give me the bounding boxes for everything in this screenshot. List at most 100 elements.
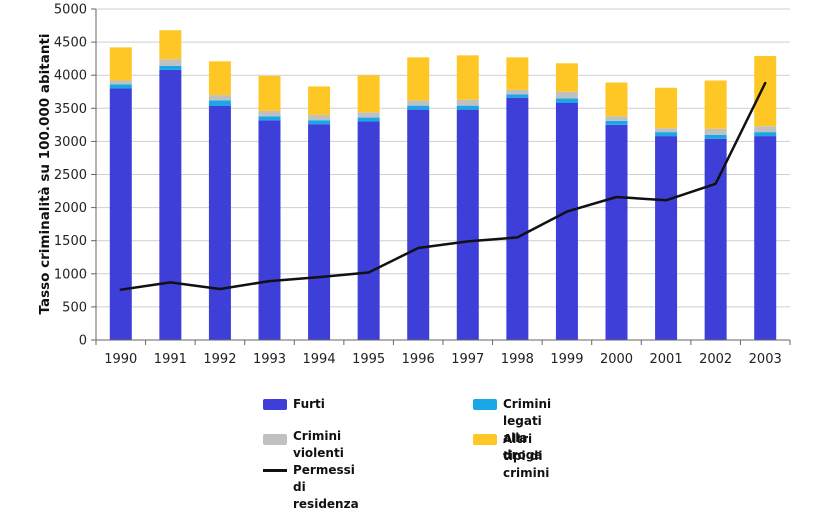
bar-crimini-violenti-1993 [258, 110, 281, 117]
legend-item-violenti: Crimini violenti [263, 428, 363, 462]
bar-crimini-violenti-1995 [357, 112, 380, 118]
axes [95, 9, 790, 341]
bar-crimini-violenti-1991 [159, 59, 182, 66]
legend-item-furti: Furti [263, 396, 325, 413]
bar-crimini-legati-alla-droga-1993 [258, 116, 281, 121]
bar-altri-tipi-di-crimini-1992 [208, 61, 231, 96]
x-tick-label-1992: 1992 [203, 352, 236, 367]
x-tick-label-1993: 1993 [253, 352, 286, 367]
y-tick-label: 3000 [54, 135, 87, 150]
legend-item-altri: Altri tipi di crimini [473, 431, 549, 482]
bar-altri-tipi-di-crimini-2003 [754, 56, 777, 127]
legend-label-violenti: Crimini violenti [293, 429, 344, 460]
bar-crimini-legati-alla-droga-1991 [159, 65, 182, 70]
x-tick-label-1994: 1994 [303, 352, 336, 367]
bar-crimini-legati-alla-droga-2000 [605, 120, 628, 125]
bar-crimini-violenti-2001 [655, 128, 678, 133]
bar-crimini-violenti-1994 [308, 114, 331, 121]
bar-furti-1994 [308, 124, 331, 340]
x-tick-label-2001: 2001 [650, 352, 683, 367]
x-tick-label-2003: 2003 [749, 352, 782, 367]
bar-crimini-violenti-1998 [506, 89, 529, 95]
bar-crimini-violenti-1997 [456, 99, 479, 106]
legend-item-droga: Crimini legati alla droga [473, 396, 551, 464]
y-tick-label: 500 [62, 300, 87, 315]
bar-crimini-legati-alla-droga-2001 [655, 132, 678, 137]
bar-furti-1999 [555, 103, 578, 340]
x-tick-label-2000: 2000 [600, 352, 633, 367]
bar-crimini-violenti-1999 [555, 91, 578, 99]
x-tick-label-1999: 1999 [550, 352, 583, 367]
bar-crimini-legati-alla-droga-1999 [555, 98, 578, 104]
y-tick-label: 4500 [54, 36, 87, 51]
legend-swatch-permessi [263, 469, 287, 472]
bar-furti-1993 [258, 120, 281, 340]
y-tick-label: 1500 [54, 234, 87, 249]
legend-item-permessi: Permessi di residenza [263, 462, 359, 513]
y-axis-ticks: 0 500 1000 1500 2000 2500 3000 3500 4000 4500 5000 [54, 3, 96, 349]
bar-furti-1995 [357, 121, 380, 340]
legend-label-altri: Altri tipi di crimini [503, 432, 550, 480]
legend-label-droga: Crimini legati alla droga [503, 397, 552, 462]
bar-crimini-violenti-1990 [109, 80, 132, 85]
bar-furti-1991 [159, 69, 182, 341]
x-tick-label-1996: 1996 [402, 352, 435, 367]
bar-altri-tipi-di-crimini-2001 [655, 87, 678, 129]
bar-furti-1992 [208, 105, 231, 340]
bar-crimini-legati-alla-droga-1992 [208, 100, 231, 106]
bar-crimini-legati-alla-droga-1994 [308, 120, 331, 125]
x-tick-label-1998: 1998 [501, 352, 534, 367]
y-tick-label: 5000 [54, 3, 87, 18]
legend-swatch-furti [263, 399, 287, 410]
bar-crimini-legati-alla-droga-1990 [109, 84, 132, 89]
bar-crimini-violenti-2003 [754, 126, 777, 133]
bar-crimini-violenti-2002 [704, 128, 727, 135]
legend-swatch-violenti [263, 434, 287, 445]
bar-crimini-legati-alla-droga-1997 [456, 105, 479, 110]
bar-crimini-violenti-2000 [605, 116, 628, 121]
grid-lines [96, 8, 790, 341]
bar-crimini-legati-alla-droga-2002 [704, 134, 727, 139]
y-tick-label: 2000 [54, 201, 87, 216]
bar-altri-tipi-di-crimini-1995 [357, 75, 380, 113]
residence-permits-line [119, 81, 767, 291]
bar-altri-tipi-di-crimini-1991 [159, 30, 182, 60]
bar-altri-tipi-di-crimini-1997 [456, 55, 479, 100]
bar-crimini-violenti-1992 [208, 95, 231, 101]
x-tick-label-1991: 1991 [154, 352, 187, 367]
line-permessi-di-residenza [119, 81, 767, 291]
x-axis-ticks: 1990 1991 1992 1993 1994 1995 1996 1997 1998 1999… [95, 340, 791, 367]
y-tick-label: 3500 [54, 102, 87, 117]
bar-crimini-legati-alla-droga-1995 [357, 117, 380, 122]
legend-swatch-altri [473, 434, 497, 445]
bars [109, 30, 777, 341]
bar-furti-1990 [109, 88, 132, 340]
bar-altri-tipi-di-crimini-1993 [258, 75, 281, 111]
bar-altri-tipi-di-crimini-2002 [704, 80, 727, 129]
x-tick-label-2002: 2002 [699, 352, 732, 367]
y-tick-label: 4000 [54, 69, 87, 84]
bar-furti-2003 [754, 136, 777, 340]
bar-altri-tipi-di-crimini-1999 [555, 63, 578, 92]
bar-altri-tipi-di-crimini-1996 [407, 57, 430, 101]
bar-crimini-legati-alla-droga-1998 [506, 94, 529, 98]
bar-furti-2002 [704, 138, 727, 340]
legend-swatch-droga [473, 399, 497, 410]
bar-furti-2001 [655, 136, 678, 340]
bar-crimini-legati-alla-droga-1996 [407, 105, 430, 110]
legend-label-permessi: Permessi di residenza [293, 463, 359, 511]
bar-crimini-legati-alla-droga-2003 [754, 132, 777, 137]
bar-altri-tipi-di-crimini-1998 [506, 57, 529, 90]
y-tick-label: 1000 [54, 267, 87, 282]
chart: 0 500 1000 1500 2000 2500 3000 3500 4000 4500 5000… [37, 3, 791, 367]
bar-altri-tipi-di-crimini-2000 [605, 82, 628, 117]
y-axis-label: Tasso criminalità su 100.000 abitanti [37, 33, 53, 314]
bar-altri-tipi-di-crimini-1994 [308, 86, 331, 115]
bar-furti-2000 [605, 124, 628, 340]
x-tick-label-1990: 1990 [104, 352, 137, 367]
bar-altri-tipi-di-crimini-1990 [109, 47, 132, 81]
x-tick-label-1997: 1997 [451, 352, 484, 367]
bar-furti-1998 [506, 97, 529, 340]
y-tick-label: 2500 [54, 168, 87, 183]
x-tick-label-1995: 1995 [352, 352, 385, 367]
